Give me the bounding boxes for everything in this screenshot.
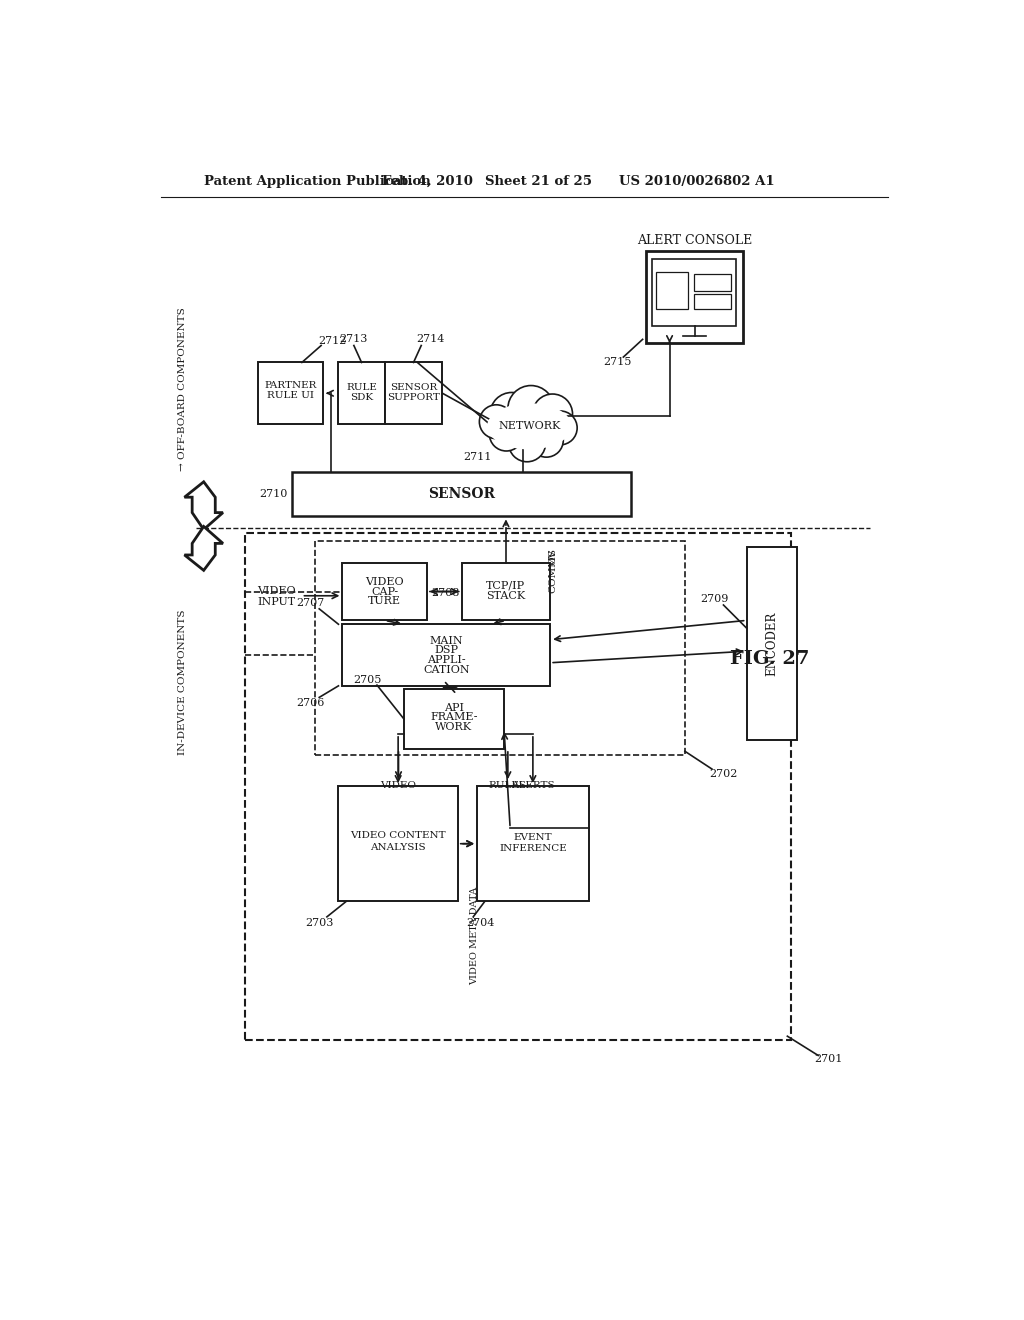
FancyBboxPatch shape (339, 363, 385, 424)
Text: 2715: 2715 (603, 358, 632, 367)
Text: 2706: 2706 (296, 698, 325, 708)
Text: 2713: 2713 (340, 334, 368, 345)
FancyBboxPatch shape (652, 259, 736, 326)
Text: VIDEO: VIDEO (366, 577, 404, 587)
Text: 2702: 2702 (710, 770, 737, 779)
FancyBboxPatch shape (292, 471, 631, 516)
Text: COMMS: COMMS (548, 548, 557, 593)
Circle shape (509, 425, 546, 462)
Text: 2711: 2711 (463, 453, 492, 462)
Text: 2703: 2703 (305, 917, 334, 928)
FancyBboxPatch shape (746, 548, 797, 739)
FancyBboxPatch shape (462, 562, 550, 620)
FancyBboxPatch shape (477, 785, 589, 902)
Text: PARTNER: PARTNER (264, 381, 316, 389)
Text: 2701: 2701 (814, 1055, 843, 1064)
FancyBboxPatch shape (342, 624, 550, 686)
Text: RULE UI: RULE UI (267, 391, 313, 400)
FancyBboxPatch shape (339, 785, 458, 902)
Ellipse shape (487, 404, 571, 450)
FancyBboxPatch shape (694, 294, 731, 309)
Text: 2708: 2708 (431, 589, 459, 598)
Text: WORK: WORK (435, 722, 472, 731)
Text: SUPPORT: SUPPORT (387, 392, 440, 401)
Text: API: API (444, 704, 464, 713)
Text: 2704: 2704 (467, 917, 495, 928)
Polygon shape (184, 482, 223, 529)
Text: IN-DEVICE COMPONENTS: IN-DEVICE COMPONENTS (178, 610, 187, 755)
Text: ALERTS: ALERTS (511, 780, 554, 789)
Text: INFERENCE: INFERENCE (499, 843, 566, 853)
Circle shape (508, 385, 554, 432)
Text: APPLI-: APPLI- (427, 656, 466, 665)
FancyBboxPatch shape (245, 533, 792, 1040)
Text: RULE: RULE (346, 383, 377, 392)
Text: ENCODER: ENCODER (765, 611, 778, 676)
Text: OV: OV (548, 549, 557, 565)
Text: TCP/IP: TCP/IP (486, 581, 525, 590)
Text: 2709: 2709 (700, 594, 728, 603)
Polygon shape (184, 527, 223, 570)
Circle shape (490, 392, 534, 436)
Text: → OFF-BOARD COMPONENTS: → OFF-BOARD COMPONENTS (178, 308, 187, 471)
Text: FIG. 27: FIG. 27 (730, 649, 809, 668)
Text: RULES: RULES (488, 780, 527, 789)
Text: VIDEO: VIDEO (258, 586, 296, 597)
Circle shape (479, 405, 513, 438)
FancyBboxPatch shape (655, 272, 688, 309)
Text: TURE: TURE (369, 595, 401, 606)
Text: MAIN: MAIN (429, 636, 463, 647)
FancyBboxPatch shape (694, 275, 731, 290)
Text: Patent Application Publication: Patent Application Publication (204, 176, 430, 187)
Text: ANALYSIS: ANALYSIS (371, 843, 426, 851)
Circle shape (544, 411, 578, 445)
FancyBboxPatch shape (385, 363, 442, 424)
Text: Feb. 4, 2010: Feb. 4, 2010 (382, 176, 472, 187)
FancyBboxPatch shape (315, 541, 685, 755)
Text: FRAME-: FRAME- (430, 713, 478, 722)
Circle shape (529, 424, 563, 457)
Text: 2707: 2707 (296, 598, 324, 607)
Text: DSP: DSP (434, 645, 459, 656)
Text: 2705: 2705 (352, 675, 381, 685)
Circle shape (532, 395, 572, 434)
FancyBboxPatch shape (403, 689, 504, 748)
Text: NETWORK: NETWORK (499, 421, 560, 432)
Text: CAP-: CAP- (371, 586, 398, 597)
Text: EVENT: EVENT (514, 833, 552, 842)
Circle shape (489, 417, 523, 451)
Text: 2710: 2710 (259, 490, 288, 499)
Text: US 2010/0026802 A1: US 2010/0026802 A1 (618, 176, 774, 187)
FancyBboxPatch shape (646, 251, 742, 343)
Text: STACK: STACK (486, 591, 525, 601)
Text: SENSOR: SENSOR (390, 383, 437, 392)
Text: 2714: 2714 (417, 334, 444, 345)
FancyBboxPatch shape (342, 562, 427, 620)
Text: SDK: SDK (350, 392, 373, 401)
Text: ALERT CONSOLE: ALERT CONSOLE (637, 234, 753, 247)
Text: VIDEO: VIDEO (381, 780, 417, 789)
Text: 2712: 2712 (318, 335, 347, 346)
FancyBboxPatch shape (258, 363, 323, 424)
Text: INPUT: INPUT (258, 597, 296, 607)
Text: VIDEO CONTENT: VIDEO CONTENT (350, 832, 445, 841)
Text: Sheet 21 of 25: Sheet 21 of 25 (485, 176, 592, 187)
Text: SENSOR: SENSOR (428, 487, 496, 502)
Text: CATION: CATION (423, 665, 470, 675)
Text: VIDEO META-DATA: VIDEO META-DATA (470, 887, 479, 985)
